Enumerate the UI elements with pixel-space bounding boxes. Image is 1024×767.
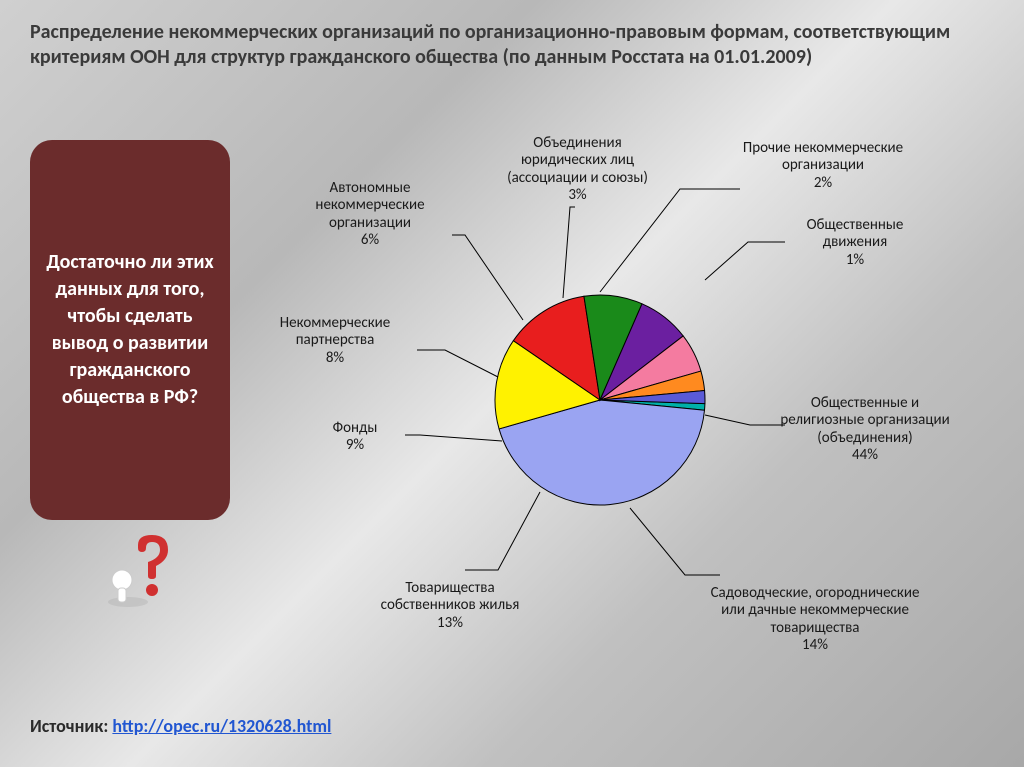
leader-line: [705, 242, 785, 280]
pie-chart: Общественные движения1% Общественные и ре…: [240, 125, 1010, 705]
leader-line: [563, 207, 575, 298]
slice-label: Прочие некоммерческие организации2%: [738, 140, 908, 192]
slice-label: Объединения юридических лиц (ассоциации …: [490, 135, 665, 204]
source-line: Источник: http://opec.ru/1320628.html: [30, 715, 331, 737]
leader-line: [705, 415, 785, 425]
slice-label: Общественные движения1%: [780, 217, 930, 269]
slide-title: Распределение некоммерческих организаций…: [30, 20, 994, 70]
slice-label: Некоммерческие партнерства8%: [250, 315, 420, 367]
question-mark-icon: [100, 530, 180, 610]
source-label: Источник:: [30, 715, 108, 737]
leader-line: [630, 508, 720, 575]
question-text: Достаточно ли этих данных для того, чтоб…: [45, 249, 215, 411]
question-sidebar: Достаточно ли этих данных для того, чтоб…: [30, 140, 230, 520]
slice-label: Автономные некоммерческие организации6%: [285, 180, 455, 249]
slice-label: Общественные и религиозные организации (…: [780, 395, 950, 464]
slice-label: Товарищества собственников жилья13%: [370, 580, 530, 632]
source-link[interactable]: http://opec.ru/1320628.html: [112, 715, 331, 737]
pie-svg: [490, 290, 710, 510]
slice-label: Фонды9%: [300, 420, 410, 455]
leader-line: [600, 189, 740, 292]
slice-label: Садоводческие, огороднические или дачные…: [710, 585, 920, 654]
leader-line: [405, 435, 502, 441]
leader-line: [417, 350, 498, 377]
